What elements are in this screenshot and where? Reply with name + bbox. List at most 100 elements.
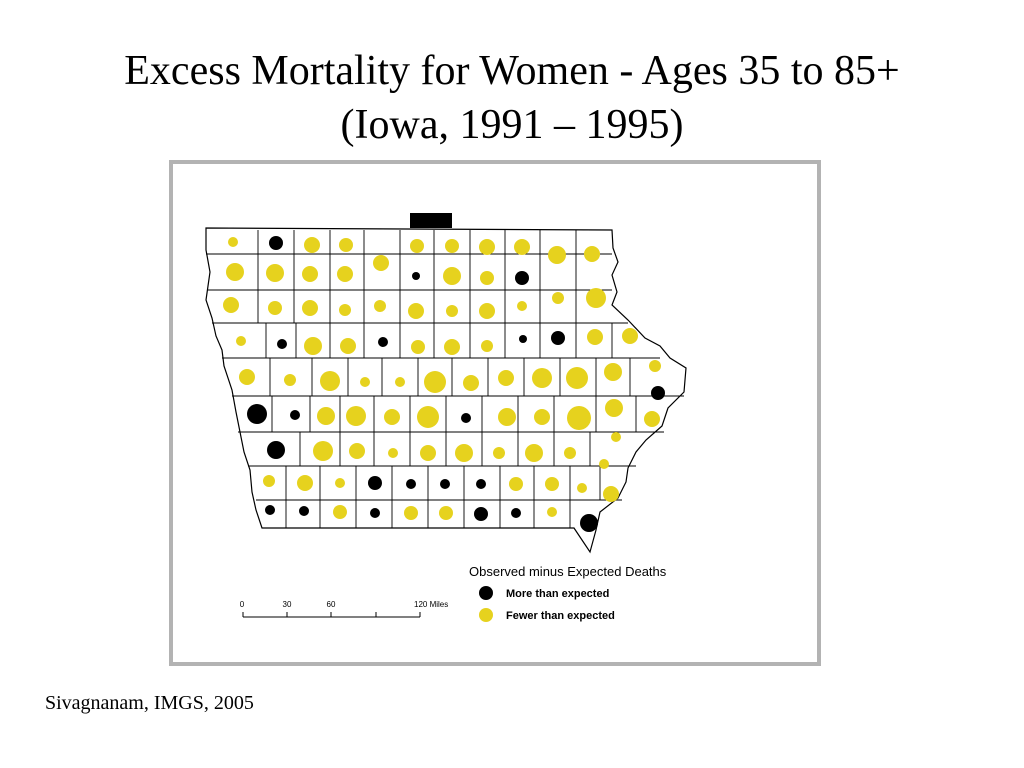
county-dot-fewer bbox=[479, 239, 495, 255]
county-dot-fewer bbox=[420, 445, 436, 461]
legend-fewer-label: Fewer than expected bbox=[506, 610, 615, 622]
county-dot-fewer bbox=[284, 374, 296, 386]
scale-bar: 0 30 60 120 Miles bbox=[240, 600, 448, 618]
county-dot-more bbox=[474, 507, 488, 521]
county-dot-fewer bbox=[552, 292, 564, 304]
county-dot-fewer bbox=[304, 337, 322, 355]
county-dot-fewer bbox=[346, 406, 366, 426]
county-dot-fewer bbox=[611, 432, 621, 442]
county-dot-more bbox=[476, 479, 486, 489]
county-dot-fewer bbox=[566, 367, 588, 389]
county-dot-fewer bbox=[228, 237, 238, 247]
county-dot-fewer bbox=[644, 411, 660, 427]
county-dot-more bbox=[378, 337, 388, 347]
county-dot-fewer bbox=[239, 369, 255, 385]
county-dot-fewer bbox=[498, 408, 516, 426]
county-dot-fewer bbox=[605, 399, 623, 417]
county-dot-fewer bbox=[339, 304, 351, 316]
county-dot-more bbox=[299, 506, 309, 516]
county-dot-fewer bbox=[479, 303, 495, 319]
county-dot-fewer bbox=[297, 475, 313, 491]
legend: Observed minus Expected Deaths More than… bbox=[469, 564, 667, 622]
county-dot-fewer bbox=[463, 375, 479, 391]
county-dot-fewer bbox=[445, 239, 459, 253]
county-dot-fewer bbox=[223, 297, 239, 313]
legend-fewer-icon bbox=[479, 608, 493, 622]
county-dot-fewer bbox=[439, 506, 453, 520]
county-dot-fewer bbox=[304, 237, 320, 253]
county-dot-fewer bbox=[604, 363, 622, 381]
map-frame: Observed minus Expected Deaths More than… bbox=[169, 160, 821, 666]
north-block bbox=[410, 213, 452, 228]
county-dot-more bbox=[370, 508, 380, 518]
county-dot-fewer bbox=[603, 486, 619, 502]
source-credit: Sivagnanam, IMGS, 2005 bbox=[45, 692, 254, 714]
county-dot-fewer bbox=[567, 406, 591, 430]
county-dot-fewer bbox=[408, 303, 424, 319]
county-dot-fewer bbox=[455, 444, 473, 462]
county-dot-fewer bbox=[384, 409, 400, 425]
county-dot-fewer bbox=[564, 447, 576, 459]
county-dot-fewer bbox=[446, 305, 458, 317]
county-dot-fewer bbox=[340, 338, 356, 354]
county-dot-fewer bbox=[317, 407, 335, 425]
legend-more-label: More than expected bbox=[506, 588, 609, 600]
county-dot-more bbox=[440, 479, 450, 489]
county-dot-more bbox=[265, 505, 275, 515]
county-dot-fewer bbox=[587, 329, 603, 345]
county-dot-fewer bbox=[649, 360, 661, 372]
county-dot-fewer bbox=[547, 507, 557, 517]
county-dot-fewer bbox=[577, 483, 587, 493]
county-dot-fewer bbox=[534, 409, 550, 425]
county-dot-fewer bbox=[444, 339, 460, 355]
county-dot-fewer bbox=[337, 266, 353, 282]
county-dot-fewer bbox=[302, 266, 318, 282]
county-dot-fewer bbox=[335, 478, 345, 488]
legend-heading: Observed minus Expected Deaths bbox=[469, 564, 667, 579]
county-dot-fewer bbox=[349, 443, 365, 459]
slide-title: Excess Mortality for Women - Ages 35 to … bbox=[0, 44, 1024, 152]
county-dot-fewer bbox=[586, 288, 606, 308]
county-dot-fewer bbox=[395, 377, 405, 387]
county-dot-more bbox=[511, 508, 521, 518]
county-dot-more bbox=[551, 331, 565, 345]
county-dot-fewer bbox=[622, 328, 638, 344]
county-dot-fewer bbox=[360, 377, 370, 387]
county-dot-more bbox=[368, 476, 382, 490]
county-dot-more bbox=[461, 413, 471, 423]
county-dot-fewer bbox=[514, 239, 530, 255]
county-dot-more bbox=[267, 441, 285, 459]
county-dot-fewer bbox=[339, 238, 353, 252]
county-dot-fewer bbox=[263, 475, 275, 487]
county-dot-more bbox=[412, 272, 420, 280]
state-outline bbox=[205, 227, 687, 554]
county-dot-fewer bbox=[532, 368, 552, 388]
county-dot-fewer bbox=[333, 505, 347, 519]
county-dot-fewer bbox=[517, 301, 527, 311]
county-dot-fewer bbox=[584, 246, 600, 262]
county-dot-fewer bbox=[545, 477, 559, 491]
county-dot-fewer bbox=[404, 506, 418, 520]
county-dot-more bbox=[269, 236, 283, 250]
county-dot-fewer bbox=[443, 267, 461, 285]
county-dot-fewer bbox=[481, 340, 493, 352]
county-dot-fewer bbox=[313, 441, 333, 461]
county-dot-more bbox=[247, 404, 267, 424]
county-dot-fewer bbox=[480, 271, 494, 285]
county-dot-fewer bbox=[236, 336, 246, 346]
county-dot-more bbox=[515, 271, 529, 285]
title-line-2: (Iowa, 1991 – 1995) bbox=[340, 102, 684, 148]
county-dot-fewer bbox=[417, 406, 439, 428]
scale-tick-60: 60 bbox=[327, 600, 336, 609]
county-dot-fewer bbox=[302, 300, 318, 316]
legend-more-icon bbox=[479, 586, 493, 600]
county-dot-more bbox=[580, 514, 598, 532]
scale-tick-30: 30 bbox=[283, 600, 292, 609]
county-dot-fewer bbox=[424, 371, 446, 393]
scale-tick-120: 120 Miles bbox=[414, 600, 448, 609]
county-dot-fewer bbox=[411, 340, 425, 354]
title-line-1: Excess Mortality for Women - Ages 35 to … bbox=[124, 48, 900, 94]
scale-tick-0: 0 bbox=[240, 600, 245, 609]
county-dot-fewer bbox=[373, 255, 389, 271]
county-dots bbox=[223, 236, 665, 532]
